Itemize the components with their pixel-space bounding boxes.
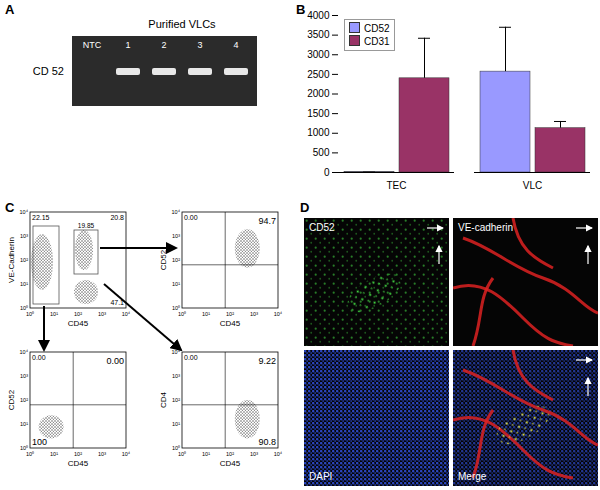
svg-text:VE-cadherin: VE-cadherin <box>458 222 513 233</box>
svg-text:10⁴: 10⁴ <box>20 209 29 215</box>
svg-text:0.00: 0.00 <box>184 214 198 221</box>
svg-text:10⁴: 10⁴ <box>122 311 131 317</box>
svg-text:CD 52: CD 52 <box>33 65 64 77</box>
svg-text:47.1: 47.1 <box>110 299 124 306</box>
svg-text:100: 100 <box>32 437 47 447</box>
svg-text:DAPI: DAPI <box>309 471 332 482</box>
svg-text:NTC: NTC <box>83 40 102 50</box>
svg-text:10¹: 10¹ <box>172 421 180 427</box>
svg-text:10¹: 10¹ <box>50 451 58 457</box>
svg-text:10⁰: 10⁰ <box>172 445 180 451</box>
svg-text:2000: 2000 <box>307 88 330 99</box>
svg-text:0.00: 0.00 <box>106 356 124 366</box>
svg-text:C: C <box>5 200 15 215</box>
svg-text:10⁰: 10⁰ <box>26 451 34 457</box>
svg-text:10²: 10² <box>74 311 82 317</box>
svg-text:10³: 10³ <box>98 311 106 317</box>
svg-text:10⁰: 10⁰ <box>20 305 28 311</box>
svg-text:10⁴: 10⁴ <box>172 209 181 215</box>
svg-text:10²: 10² <box>74 451 82 457</box>
svg-text:CD45: CD45 <box>68 459 89 468</box>
svg-text:10⁰: 10⁰ <box>172 305 180 311</box>
svg-text:10⁰: 10⁰ <box>20 445 28 451</box>
svg-text:2500: 2500 <box>307 69 330 80</box>
svg-text:3000: 3000 <box>307 49 330 60</box>
svg-text:TEC: TEC <box>387 180 407 191</box>
svg-text:3: 3 <box>197 40 202 50</box>
svg-text:CD52: CD52 <box>7 389 16 410</box>
html-text:CD52: CD52 <box>364 23 390 34</box>
svg-text:10⁴: 10⁴ <box>20 349 29 355</box>
svg-text:D: D <box>300 200 309 215</box>
svg-text:10⁰: 10⁰ <box>26 311 34 317</box>
svg-text:CD45: CD45 <box>220 459 241 468</box>
svg-text:CD45: CD45 <box>220 319 241 328</box>
svg-text:1000: 1000 <box>307 127 330 138</box>
svg-text:10³: 10³ <box>172 233 180 239</box>
svg-text:10⁴: 10⁴ <box>122 451 131 457</box>
svg-text:0.00: 0.00 <box>32 354 46 361</box>
svg-text:10²: 10² <box>226 451 234 457</box>
svg-text:10²: 10² <box>226 311 234 317</box>
svg-text:VLC: VLC <box>523 180 542 191</box>
svg-text:4000: 4000 <box>307 10 330 21</box>
svg-text:10¹: 10¹ <box>202 451 210 457</box>
svg-text:10¹: 10¹ <box>20 421 28 427</box>
svg-text:10¹: 10¹ <box>202 311 210 317</box>
svg-text:2: 2 <box>161 40 166 50</box>
svg-text:0: 0 <box>324 167 330 178</box>
svg-text:Purified VLCs: Purified VLCs <box>148 18 216 30</box>
svg-text:10²: 10² <box>172 397 180 403</box>
svg-text:10⁰: 10⁰ <box>178 311 186 317</box>
svg-text:10³: 10³ <box>20 233 28 239</box>
svg-text:CD45: CD45 <box>68 319 89 328</box>
svg-text:VE-Cadherin: VE-Cadherin <box>7 237 16 283</box>
svg-text:10³: 10³ <box>250 451 258 457</box>
svg-text:10¹: 10¹ <box>50 311 58 317</box>
svg-text:10⁴: 10⁴ <box>274 451 283 457</box>
svg-text:3500: 3500 <box>307 29 330 40</box>
svg-text:10³: 10³ <box>250 311 258 317</box>
svg-text:10²: 10² <box>172 257 180 263</box>
svg-text:4: 4 <box>233 40 238 50</box>
svg-text:10³: 10³ <box>98 451 106 457</box>
svg-text:1500: 1500 <box>307 108 330 119</box>
svg-text:1: 1 <box>125 40 130 50</box>
svg-text:10⁴: 10⁴ <box>172 349 181 355</box>
svg-text:10²: 10² <box>20 397 28 403</box>
svg-text:500: 500 <box>313 147 330 158</box>
svg-text:22.15: 22.15 <box>32 214 50 221</box>
svg-text:10¹: 10¹ <box>172 281 180 287</box>
svg-text:10⁴: 10⁴ <box>274 311 283 317</box>
svg-text:10²: 10² <box>20 257 28 263</box>
html-text:CD31: CD31 <box>364 36 390 47</box>
svg-text:10³: 10³ <box>20 373 28 379</box>
svg-text:A: A <box>5 2 15 17</box>
svg-text:10³: 10³ <box>172 373 180 379</box>
svg-text:94.7: 94.7 <box>258 216 276 226</box>
svg-text:CD52: CD52 <box>159 249 168 270</box>
svg-text:19.85: 19.85 <box>78 222 95 229</box>
svg-text:10⁰: 10⁰ <box>178 451 186 457</box>
svg-text:B: B <box>296 2 305 17</box>
svg-text:9.22: 9.22 <box>258 356 276 366</box>
svg-text:10¹: 10¹ <box>20 281 28 287</box>
svg-text:CD52: CD52 <box>309 222 335 233</box>
svg-text:20.8: 20.8 <box>110 214 124 221</box>
svg-text:0.00: 0.00 <box>184 354 198 361</box>
svg-text:90.8: 90.8 <box>258 437 276 447</box>
svg-text:CD4: CD4 <box>159 391 168 408</box>
svg-text:Merge: Merge <box>458 471 487 482</box>
